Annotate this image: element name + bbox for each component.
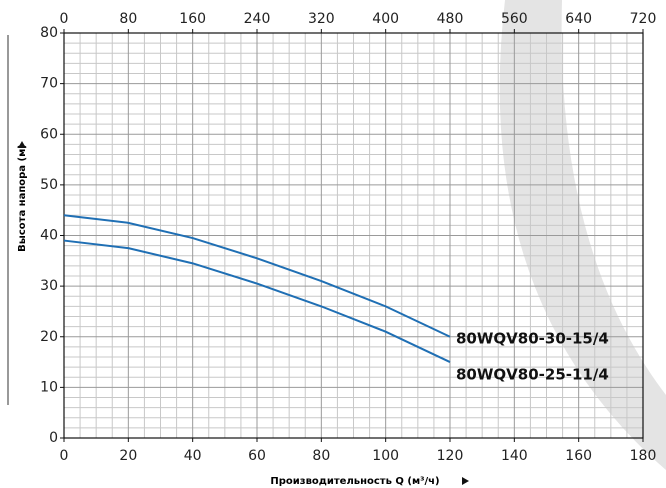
x-tick-label: 80	[312, 448, 330, 464]
x2-tick-label: 640	[565, 11, 592, 27]
series-line	[63, 214, 451, 338]
y-tick-label: 70	[40, 76, 58, 92]
y-tick-label: 80	[40, 25, 58, 41]
y-tick-label: 60	[40, 126, 58, 142]
x2-tick-label: 0	[60, 11, 69, 27]
x-tick-label: 160	[565, 448, 592, 464]
x-tick-label: 100	[372, 448, 399, 464]
x-tick-label: 120	[437, 448, 464, 464]
x2-tick-label: 160	[179, 11, 206, 27]
y-tick-label: 10	[40, 379, 58, 395]
x2-tick-label: 400	[372, 11, 399, 27]
grid	[63, 32, 644, 439]
y-arrow	[18, 141, 26, 148]
x-tick-label: 20	[119, 448, 137, 464]
y-tick-label: 40	[40, 228, 58, 244]
x-tick-label: 0	[60, 448, 69, 464]
series-line	[63, 239, 451, 363]
x2-tick-label: 320	[308, 11, 335, 27]
x-tick-label: 40	[184, 448, 202, 464]
x2-tick-label: 240	[244, 11, 271, 27]
x-tick-label: 140	[501, 448, 528, 464]
x-tick-label: 180	[630, 448, 657, 464]
x2-tick-label: 560	[501, 11, 528, 27]
x2-tick-label: 480	[437, 11, 464, 27]
series-label: 80WQV80-30-15/4	[456, 329, 609, 347]
y-axis-label: Высота напора (м)	[17, 144, 28, 252]
y-tick-label: 20	[40, 329, 58, 345]
x-axis-label: Производительность Q (м³/ч)	[270, 476, 439, 487]
plot-frame	[63, 32, 644, 439]
series-label: 80WQV80-25-11/4	[456, 366, 609, 384]
y-tick-label: 50	[40, 177, 58, 193]
x-tick-label: 60	[248, 448, 266, 464]
y-tick-label: 30	[40, 278, 58, 294]
x2-tick-label: 720	[630, 11, 657, 27]
x2-tick-label: 80	[119, 11, 137, 27]
y-tick-label: 0	[49, 430, 58, 446]
x-arrow	[462, 477, 469, 485]
